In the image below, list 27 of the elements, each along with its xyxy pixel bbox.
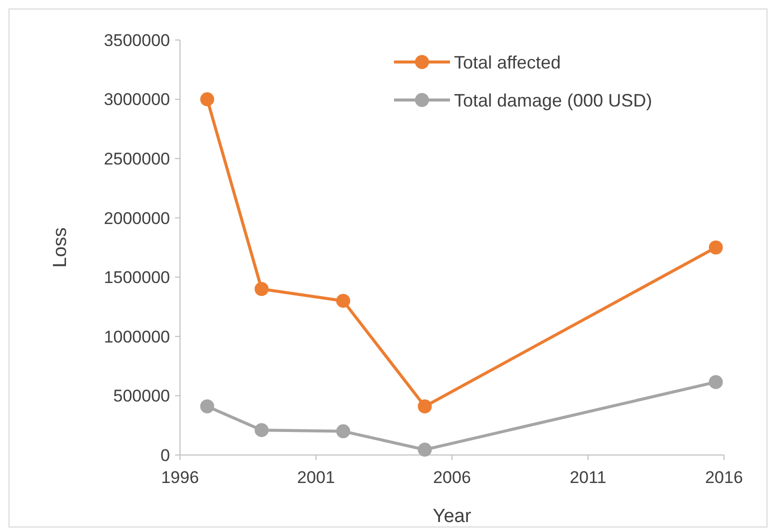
y-tick-label: 500000 bbox=[113, 386, 170, 406]
point bbox=[418, 399, 432, 414]
point bbox=[200, 92, 214, 106]
legend-label: Total affected bbox=[454, 52, 561, 72]
x-tick-label: 2006 bbox=[433, 468, 471, 487]
x-tick-label: 2001 bbox=[297, 468, 335, 487]
legend-label: Total damage (000 USD) bbox=[454, 90, 652, 110]
point bbox=[254, 423, 269, 438]
x-axis-title: Year bbox=[432, 506, 472, 527]
y-tick-label: 1500000 bbox=[104, 268, 170, 288]
point bbox=[200, 399, 214, 414]
point bbox=[254, 282, 269, 296]
y-tick-label: 3500000 bbox=[104, 30, 170, 50]
y-tick-label: 2000000 bbox=[104, 208, 170, 228]
point bbox=[708, 375, 723, 390]
y-tick-label: 2500000 bbox=[104, 150, 170, 169]
x-tick-label: 1996 bbox=[161, 468, 199, 487]
x-tick-label: 2016 bbox=[705, 468, 743, 487]
x-tick-label: 2011 bbox=[570, 468, 606, 487]
y-tick-label: 0 bbox=[160, 446, 170, 465]
y-axis-title: Loss bbox=[50, 227, 71, 268]
point bbox=[336, 294, 350, 308]
point bbox=[418, 442, 432, 457]
y-tick-label: 3000000 bbox=[104, 90, 170, 110]
point bbox=[708, 240, 723, 254]
y-tick-label: 1000000 bbox=[104, 327, 170, 346]
point bbox=[336, 424, 350, 438]
